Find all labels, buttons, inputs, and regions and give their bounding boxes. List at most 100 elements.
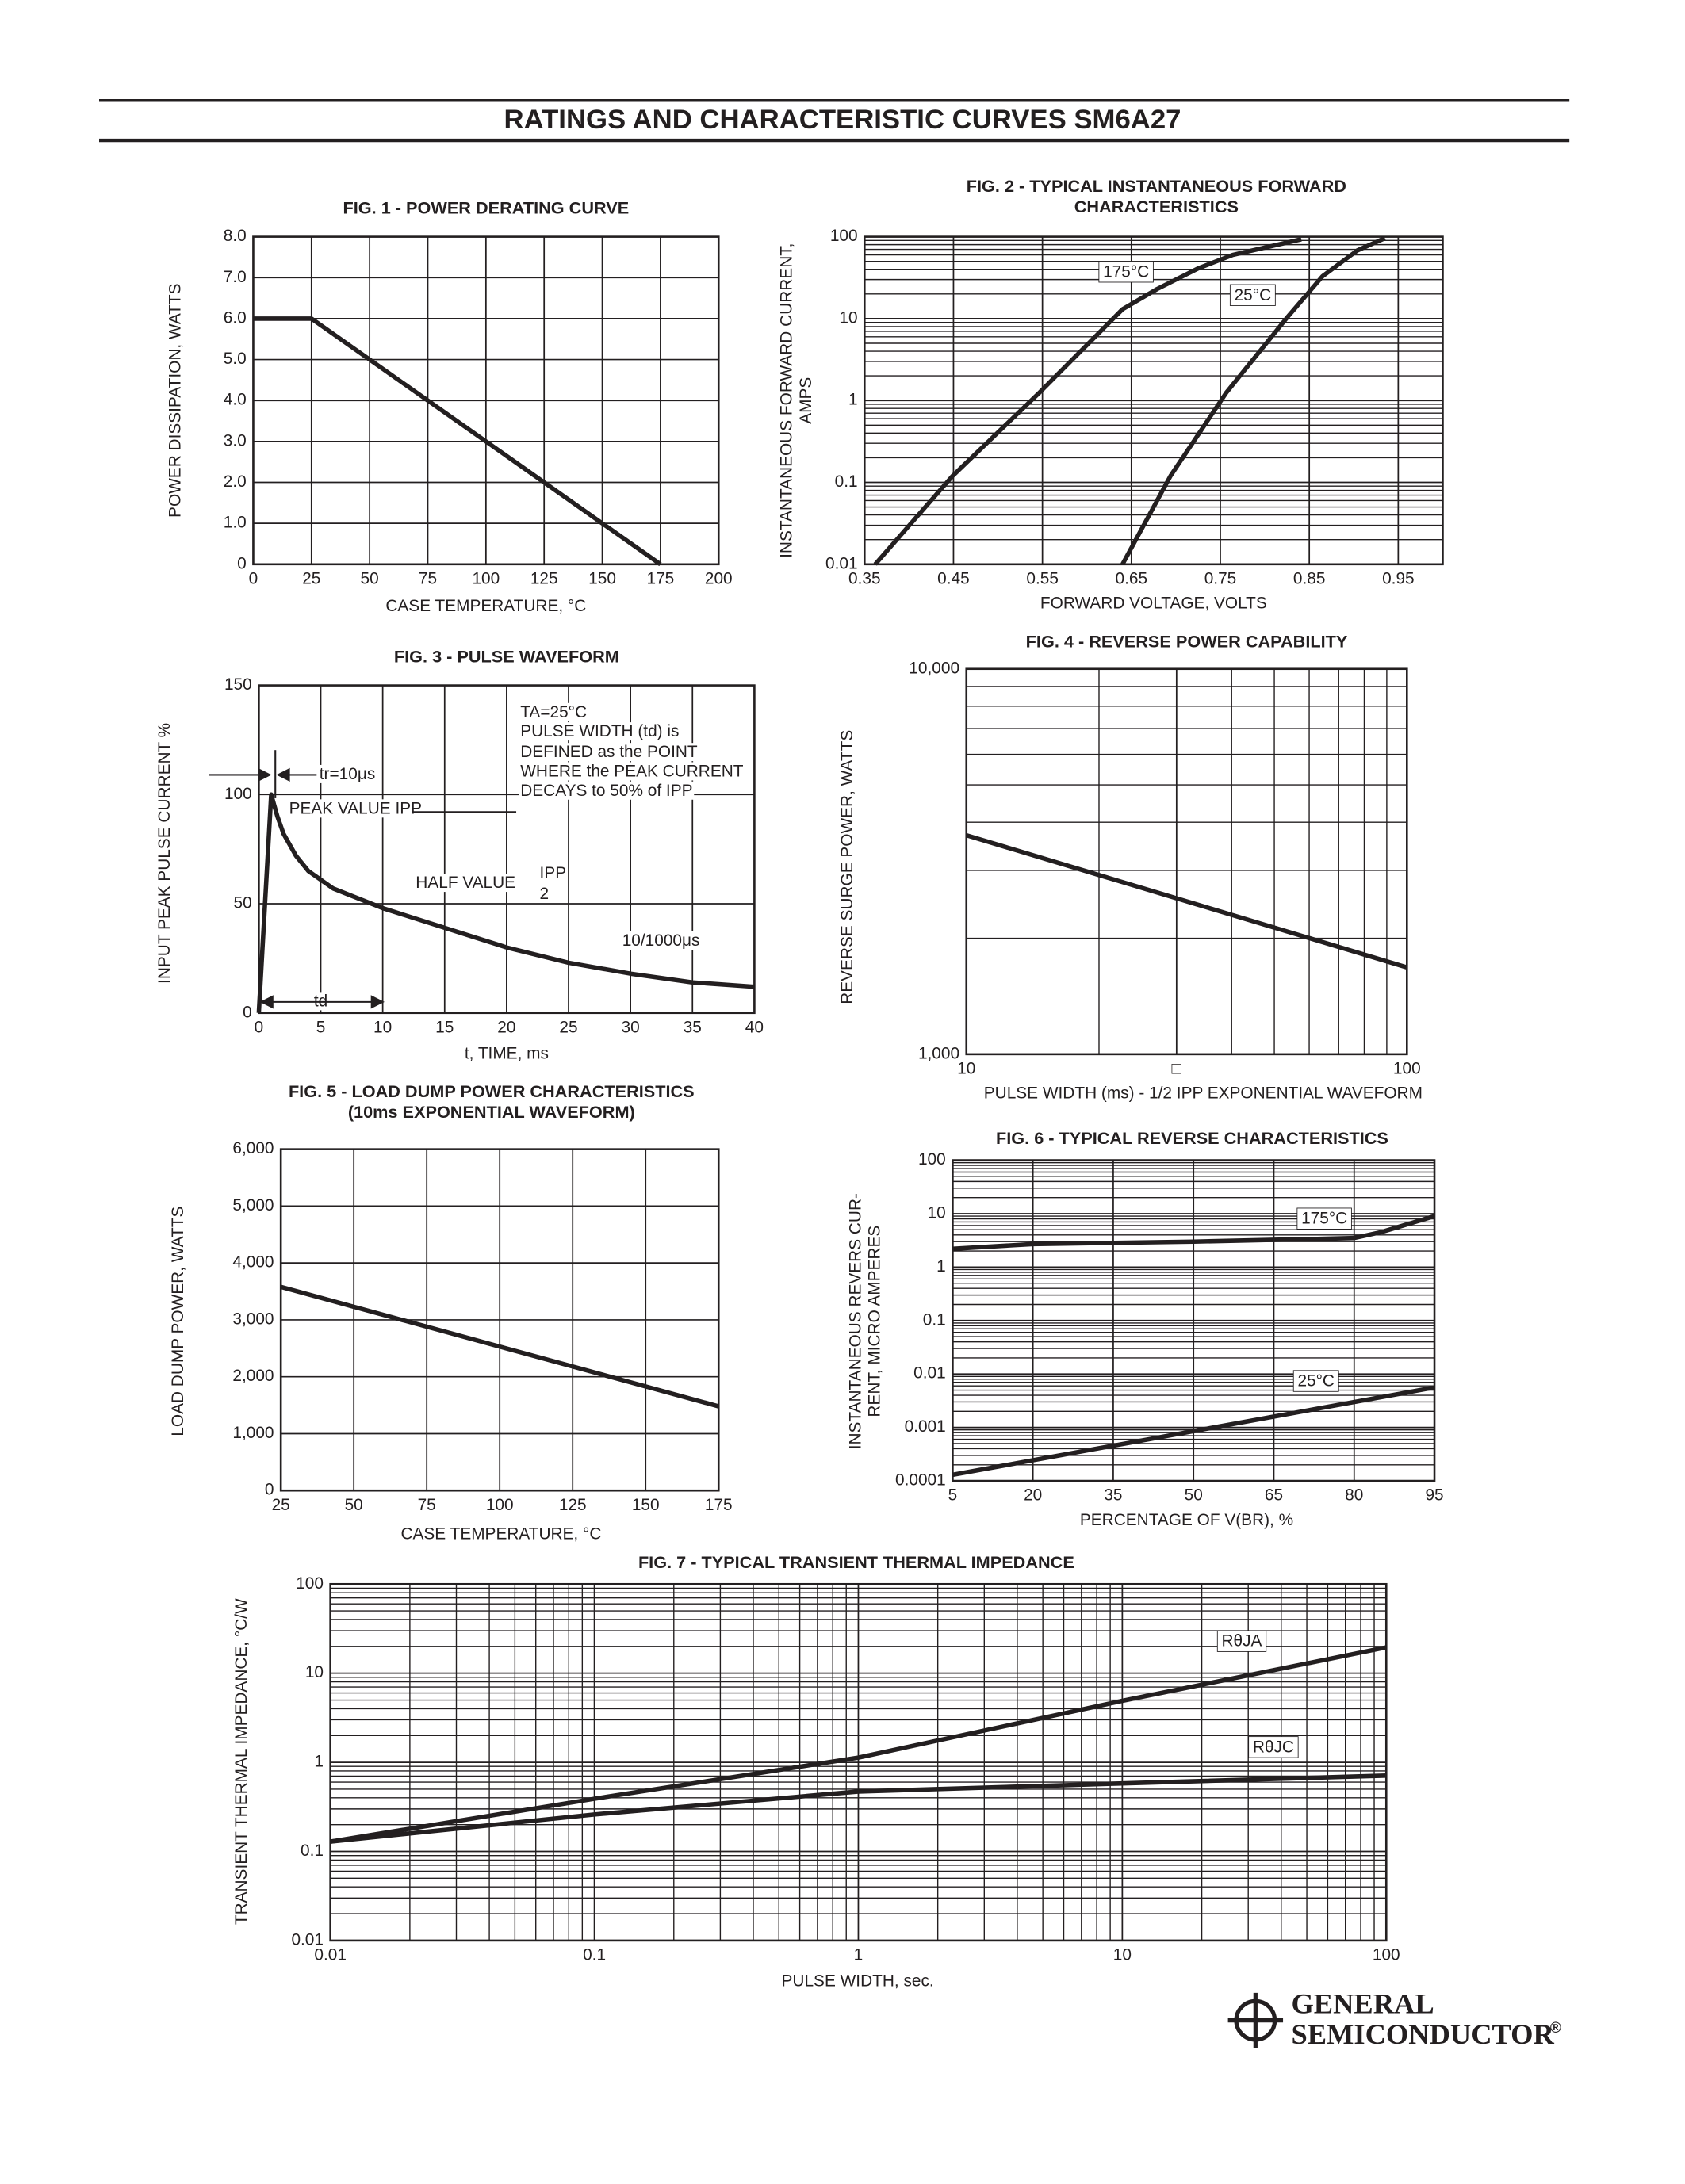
y-tick-label: 0.0001: [895, 1471, 946, 1490]
x-tick-label: 20: [497, 1018, 515, 1036]
annotation-background: [519, 743, 699, 762]
x-tick-label: 5: [316, 1018, 326, 1036]
chart-title: FIG. 2 - TYPICAL INSTANTANEOUS FORWARD: [967, 176, 1346, 196]
x-tick-label: 0.45: [937, 569, 970, 587]
data-line: [1120, 235, 1386, 566]
y-tick-label: 1,000: [918, 1044, 959, 1062]
logo-line1: GENERAL: [1291, 1988, 1434, 2020]
x-tick-label: 80: [1345, 1486, 1363, 1505]
x-axis-label: PULSE WIDTH (ms) - 1/2 IPP EXPONENTIAL W…: [984, 1084, 1423, 1103]
data-line: [330, 1773, 1387, 1844]
y-tick-label: 150: [224, 675, 252, 694]
y-axis-label: TRANSIENT THERMAL IMPEDANCE, °C/W: [232, 1598, 251, 1925]
x-tick-label: 35: [684, 1018, 702, 1036]
plot-frame: [329, 1582, 1388, 1942]
x-tick-label: 0.55: [1026, 569, 1059, 587]
y-tick-label: 5,000: [232, 1196, 274, 1214]
x-tick-label: 100: [1393, 1059, 1421, 1077]
x-tick-label: □: [1172, 1059, 1182, 1077]
annotation-background: [414, 874, 517, 893]
y-tick-label: 8.0: [224, 227, 247, 245]
x-tick-label: 75: [419, 569, 437, 587]
series-label: RθJA: [1222, 1632, 1262, 1650]
y-tick-label: 4,000: [232, 1253, 274, 1272]
y-tick-label: 2,000: [232, 1367, 274, 1385]
annotation-background: [318, 764, 377, 783]
x-axis-label: t, TIME, ms: [465, 1044, 549, 1062]
x-tick-label: 0: [255, 1018, 264, 1036]
chart-title: FIG. 1 - POWER DERATING CURVE: [343, 198, 630, 218]
x-tick-label: 0: [249, 569, 258, 587]
annotation-background: [519, 781, 695, 800]
y-tick-label: 7.0: [224, 268, 247, 286]
chart-title: CHARACTERISTICS: [1074, 197, 1239, 216]
data-line: [330, 1645, 1387, 1844]
y-tick-label: 1,000: [232, 1424, 274, 1442]
x-tick-label: 25: [559, 1018, 577, 1036]
y-axis-label: REVERSE SURGE POWER, WATTS: [838, 730, 856, 1004]
arrow-head: [259, 995, 274, 1009]
annotation: 2: [540, 885, 550, 903]
y-axis-label: LOAD DUMP POWER, WATTS: [169, 1207, 187, 1436]
series-label: 25°C: [1297, 1372, 1335, 1390]
series-label: 25°C: [1235, 286, 1272, 304]
label-background: [1292, 1370, 1339, 1392]
annotation: PEAK VALUE IPP: [289, 799, 422, 817]
x-tick-label: 0.01: [314, 1946, 347, 1964]
annotation: HALF VALUE: [416, 874, 515, 892]
series-label: 175°C: [1301, 1210, 1347, 1228]
data-line: [280, 1284, 719, 1409]
x-tick-label: 0.65: [1116, 569, 1148, 587]
x-tick-label: 125: [559, 1496, 587, 1514]
y-tick-label: 0: [243, 1003, 252, 1021]
y-tick-label: 100: [224, 785, 252, 803]
logo-mark: ®: [1550, 2020, 1561, 2037]
y-tick-label: 100: [296, 1574, 324, 1593]
x-tick-label: 65: [1265, 1486, 1283, 1505]
x-axis-label: PULSE WIDTH, sec.: [782, 1972, 934, 1990]
label-background: [1229, 284, 1276, 306]
y-tick-label: 6.0: [224, 308, 247, 327]
annotation: tr=10μs: [320, 765, 375, 783]
x-tick-label: 75: [418, 1496, 436, 1514]
logo-line2: SEMICONDUCTOR: [1291, 2018, 1554, 2050]
annotation-background: [620, 931, 702, 950]
annotation-background: [519, 722, 681, 741]
page-title: RATINGS AND CHARACTERISTIC CURVES SM6A27: [504, 105, 1181, 135]
x-tick-label: 50: [1185, 1486, 1203, 1505]
plot-frame: [863, 235, 1444, 566]
y-axis-label: RENT, MICRO AMPERES: [866, 1226, 884, 1417]
y-tick-label: 6,000: [232, 1139, 274, 1157]
x-tick-label: 40: [745, 1018, 764, 1036]
annotation: DEFINED as the POINT: [520, 743, 698, 761]
annotation-background: [287, 799, 423, 818]
data-line: [253, 316, 662, 567]
annotation: 10/1000μs: [622, 931, 700, 950]
x-tick-label: 0.95: [1382, 569, 1415, 587]
y-tick-label: 5.0: [224, 350, 247, 368]
x-axis-label: CASE TEMPERATURE, °C: [385, 597, 586, 615]
x-tick-label: 25: [302, 569, 320, 587]
y-tick-label: 1.0: [224, 514, 247, 532]
plot-frame: [258, 684, 756, 1015]
y-axis-label: INPUT PEAK PULSE CURRENT %: [155, 723, 174, 984]
x-tick-label: 0.85: [1293, 569, 1326, 587]
plot-frame: [252, 235, 720, 566]
annotation-background: [519, 762, 745, 781]
y-tick-label: 100: [918, 1150, 946, 1168]
x-tick-label: 100: [1373, 1946, 1400, 1964]
x-tick-label: 0.75: [1204, 569, 1237, 587]
y-tick-label: 0: [237, 554, 247, 572]
annotation-background: [538, 884, 550, 903]
y-tick-label: 10: [928, 1203, 946, 1222]
x-axis-label: FORWARD VOLTAGE, VOLTS: [1040, 595, 1267, 613]
x-tick-label: 10: [373, 1018, 392, 1036]
chart-title: (10ms EXPONENTIAL WAVEFORM): [348, 1102, 635, 1122]
annotation: IPP: [540, 864, 567, 882]
y-tick-label: 0.01: [291, 1930, 324, 1949]
y-axis-label: POWER DISSIPATION, WATTS: [167, 283, 185, 517]
y-tick-label: 3.0: [224, 431, 247, 449]
label-background: [1248, 1736, 1299, 1758]
